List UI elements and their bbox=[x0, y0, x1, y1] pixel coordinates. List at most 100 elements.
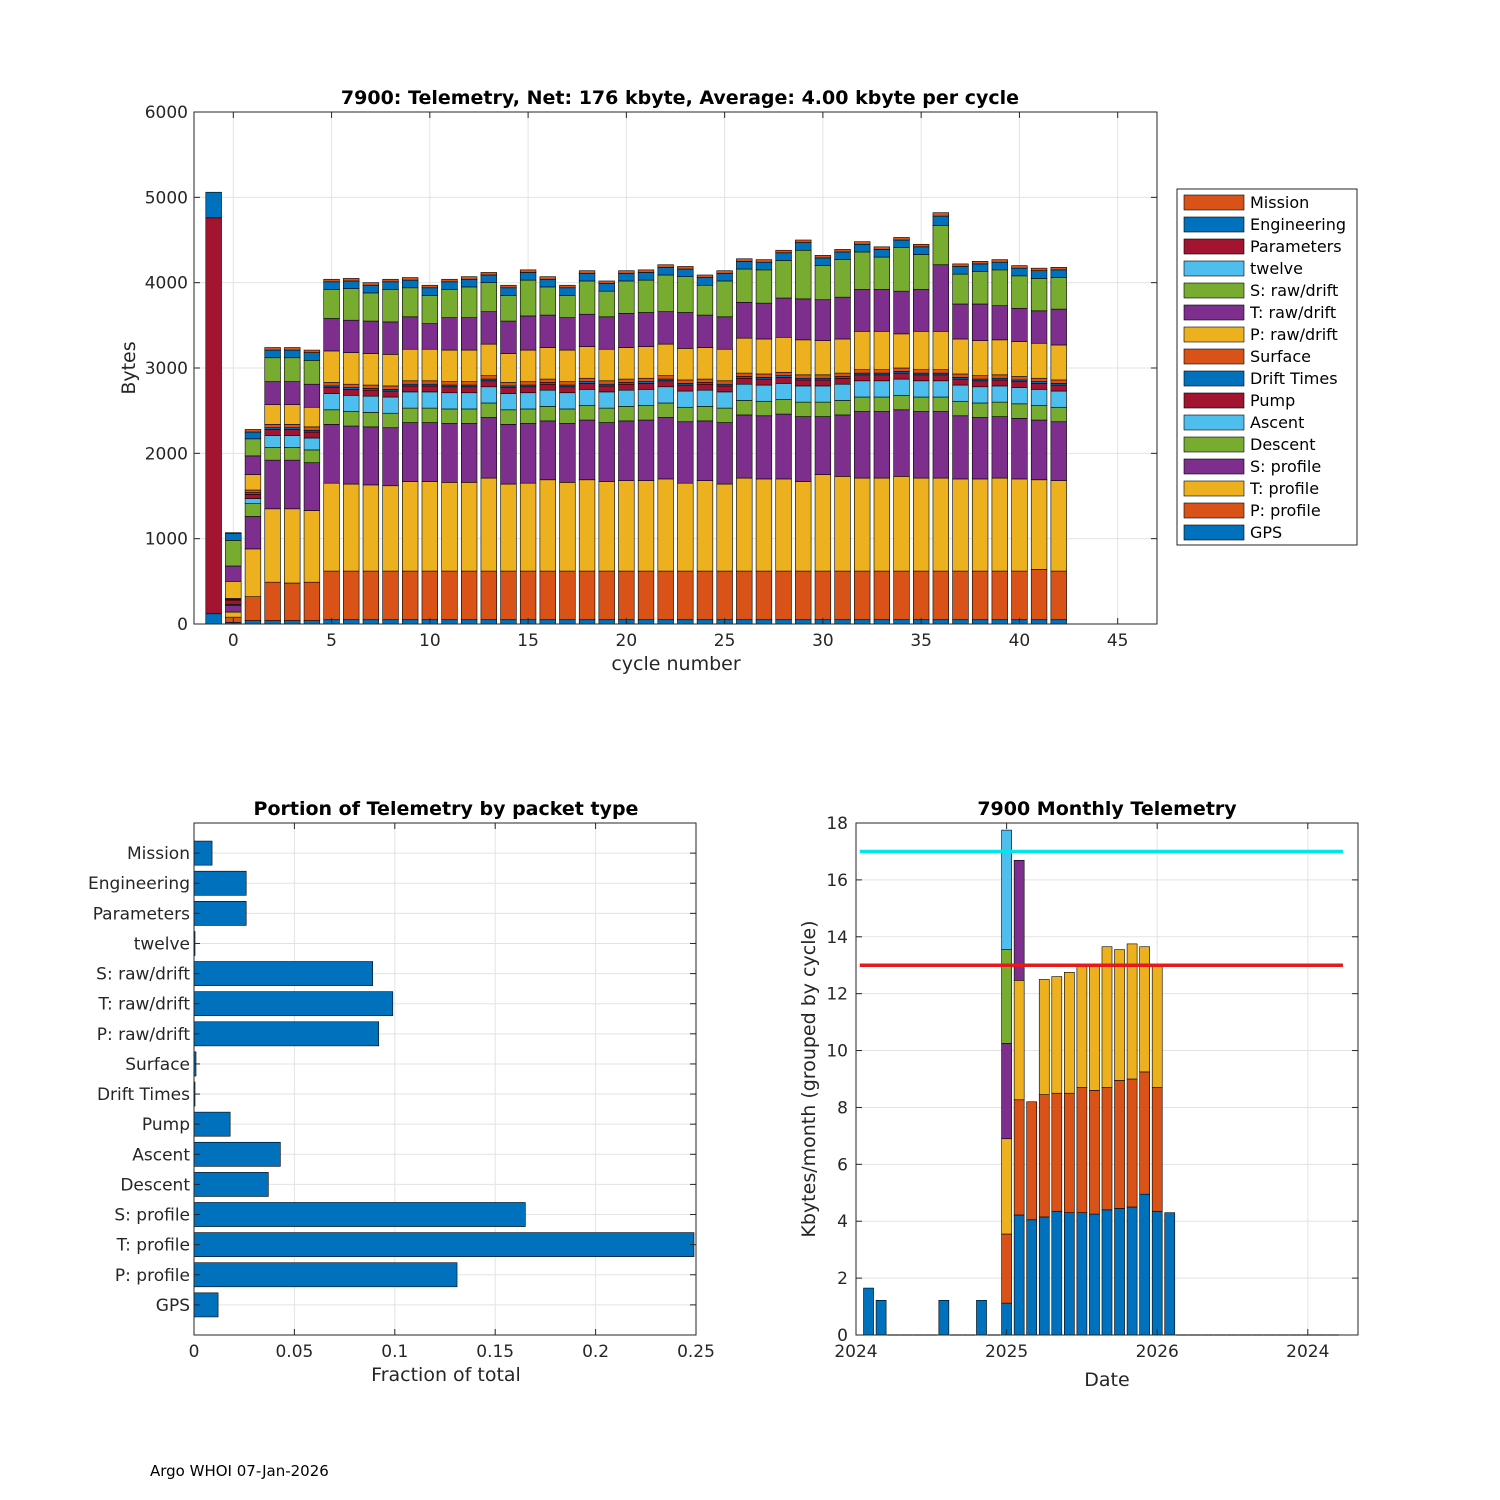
bar-cycle-7-ascent bbox=[362, 395, 380, 413]
bar-cycle-41-t-raw-drift bbox=[1030, 310, 1048, 344]
br-bar-month-22-seg-1 bbox=[1126, 1078, 1138, 1208]
bar-cycle-14-p-profile bbox=[500, 570, 517, 621]
br-bar-month-15-seg-2 bbox=[1038, 979, 1050, 1095]
bar-cycle-14-engineering bbox=[500, 287, 517, 296]
bar-cycle-38-ascent bbox=[971, 386, 989, 404]
bar-cycle-17-s-profile bbox=[559, 423, 576, 483]
br-bar-month-1-seg-0 bbox=[863, 1287, 874, 1336]
bar-cycle-2-t-profile bbox=[264, 508, 281, 583]
bar-cycle-9-descent bbox=[402, 407, 419, 423]
br-chart-xlabel: Date bbox=[1084, 1369, 1129, 1391]
bar-cycle-32-t-profile bbox=[854, 477, 871, 572]
bar-cycle-38-t-raw-drift bbox=[971, 303, 989, 341]
legend-label: P: raw/drift bbox=[1250, 325, 1338, 344]
bar-cycle-35-s-raw-drift bbox=[913, 254, 930, 290]
bar-cycle-41-s-profile bbox=[1030, 419, 1048, 481]
br-bar-month-13-seg-2 bbox=[1013, 979, 1025, 1101]
bar-cycle-18-surface bbox=[578, 377, 596, 382]
top-xtick-label: 0 bbox=[228, 631, 239, 651]
bar-cycle-16-t-raw-drift bbox=[539, 314, 556, 348]
bar-cycle-14-descent bbox=[500, 409, 517, 425]
bar-cycle-34-gps bbox=[893, 619, 910, 625]
bar-cycle-28-descent bbox=[775, 399, 792, 415]
br-bar-month-15-seg-0 bbox=[1038, 1216, 1050, 1336]
top-ytick-label: 3000 bbox=[145, 359, 188, 379]
br-ytick-label: 14 bbox=[826, 928, 848, 948]
bl-category-label: S: profile bbox=[114, 1206, 190, 1226]
bar-cycle-35-surface bbox=[913, 369, 930, 374]
bar-cycle-6-t-raw-drift bbox=[343, 319, 360, 353]
bar-cycle-19-s-raw-drift bbox=[598, 290, 615, 318]
bar-cycle-12-descent bbox=[460, 408, 478, 424]
bar-cycle-37-ascent bbox=[952, 384, 969, 402]
br-bar-month-12-seg-5 bbox=[1001, 829, 1012, 950]
bar-cycle-41-s-raw-drift bbox=[1030, 278, 1048, 312]
bar-cycle-40-mission bbox=[1011, 265, 1028, 269]
bar-cycle-11-surface bbox=[441, 381, 458, 386]
bar-cycle-41-descent bbox=[1030, 405, 1048, 421]
br-bar-month-19-seg-0 bbox=[1089, 1213, 1100, 1336]
bar-cycle-3-p-profile bbox=[284, 582, 301, 621]
bar-cycle-16-gps bbox=[539, 619, 556, 625]
bar-cycle-14-s-profile bbox=[500, 424, 517, 485]
bar-cycle-21-t-raw-drift bbox=[637, 312, 655, 347]
bar-cycle-30-engineering bbox=[814, 257, 832, 266]
bar-cycle-13-surface bbox=[480, 375, 497, 380]
bar-cycle-13-descent bbox=[480, 402, 497, 418]
bar-cycle-18-p-raw-drift bbox=[578, 346, 596, 379]
bl-category-label: Drift Times bbox=[97, 1085, 190, 1105]
bar-cycle-2-ascent bbox=[264, 435, 281, 448]
bar-cycle-35-descent bbox=[913, 396, 930, 412]
br-bar-month-2-seg-0 bbox=[875, 1299, 887, 1336]
br-bar-month-23-seg-2 bbox=[1139, 946, 1150, 1073]
bar-cycle-33-t-profile bbox=[873, 477, 891, 572]
bar-cycle-8-pump bbox=[382, 390, 399, 398]
bar-cycle-7-p-raw-drift bbox=[362, 353, 380, 386]
bar-cycle-31-ascent bbox=[834, 383, 851, 401]
bar-cycle-32-mission bbox=[854, 241, 871, 245]
bar-cycle-7-t-raw-drift bbox=[362, 320, 380, 354]
bar-cycle-41-engineering bbox=[1030, 270, 1048, 279]
bar-cycle-13-t-raw-drift bbox=[480, 311, 497, 345]
top-ytick-label: 0 bbox=[177, 615, 188, 635]
bar-cycle-21-surface bbox=[637, 377, 655, 382]
bar-cycle-11-t-raw-drift bbox=[441, 317, 458, 351]
top-xtick-label: 30 bbox=[812, 631, 834, 651]
bar-cycle-39-ascent bbox=[991, 385, 1008, 403]
bar-cycle-9-ascent bbox=[402, 391, 419, 409]
bl-chart-axes-box bbox=[193, 822, 697, 1336]
bar-cycle-37-t-profile bbox=[952, 478, 969, 572]
bar-cycle-3-s-profile bbox=[284, 459, 301, 510]
bar-cycle-27-p-raw-drift bbox=[755, 338, 773, 375]
bar-cycle-31-s-profile bbox=[834, 414, 851, 477]
bar-cycle-10-s-profile bbox=[421, 422, 438, 482]
bar-cycle-24-gps bbox=[696, 619, 714, 625]
bar-cycle-3-s-raw-drift bbox=[284, 357, 301, 382]
bar-cycle-17-p-raw-drift bbox=[559, 349, 576, 382]
top-xtick-label: 35 bbox=[910, 631, 932, 651]
bar-cycle-40-descent bbox=[1011, 403, 1028, 419]
bar-cycle-2-s-raw-drift bbox=[264, 357, 281, 382]
top-xtick-label: 10 bbox=[419, 631, 441, 651]
bar-cycle-23-mission bbox=[677, 266, 694, 270]
bar-cycle-9-engineering bbox=[402, 279, 419, 289]
bar-cycle-12-pump bbox=[460, 386, 478, 394]
bar-cycle-38-p-profile bbox=[971, 570, 989, 621]
br-bar-month-17-seg-2 bbox=[1064, 972, 1075, 1094]
bar-cycle-1-gps bbox=[244, 620, 262, 625]
bar-cycle-28-pump bbox=[775, 377, 792, 384]
bar-cycle-19-descent bbox=[598, 407, 615, 423]
br-bar-month-14-seg-1 bbox=[1026, 1101, 1038, 1221]
bar-cycle-21-s-raw-drift bbox=[637, 279, 655, 313]
bar-cycle-6-engineering bbox=[343, 280, 360, 289]
bar-cycle-4-mission bbox=[303, 349, 321, 353]
bar-cycle-23-descent bbox=[677, 406, 694, 423]
bar-cycle-14-pump bbox=[500, 387, 517, 394]
bar-cycle-28-p-profile bbox=[775, 570, 792, 621]
bar-cycle-42-ascent bbox=[1050, 390, 1067, 408]
bar-cycle-32-s-profile bbox=[854, 411, 871, 479]
bar-cycle-36-mission bbox=[932, 212, 949, 217]
bar-cycle-15-pump bbox=[519, 386, 537, 394]
bar-cycle-26-gps bbox=[736, 619, 753, 625]
bar-cycle-1-pump bbox=[244, 493, 262, 499]
